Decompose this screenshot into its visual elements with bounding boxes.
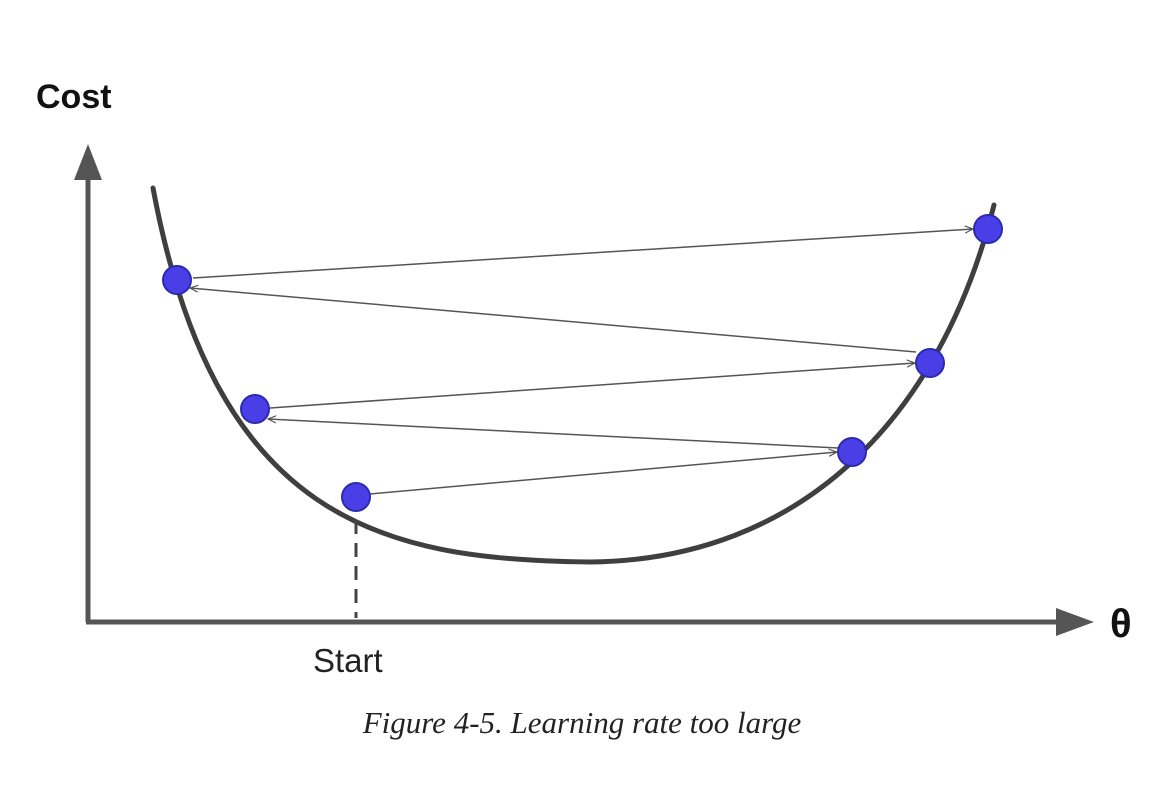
step-arrow-5 [192, 229, 973, 279]
y-axis-arrowhead [74, 144, 102, 180]
step-point-2 [240, 394, 270, 424]
step-arrow-4 [190, 288, 917, 353]
step-arrow-3 [269, 363, 915, 409]
cost-curve [150, 185, 997, 565]
step-point-1 [837, 437, 867, 467]
figure-caption: Figure 4-5. Learning rate too large [362, 705, 802, 740]
x-axis-label: θ [1110, 602, 1132, 646]
step-arrow-2 [268, 419, 839, 449]
step-point-3 [915, 348, 945, 378]
step-point-4 [162, 265, 192, 295]
step-arrow-1 [369, 452, 837, 495]
step-arrows [190, 229, 973, 495]
y-axis-label: Cost [36, 78, 112, 116]
step-point-5 [973, 214, 1003, 244]
step-point-start [341, 482, 371, 512]
step-points [162, 214, 1003, 512]
x-axis-arrowhead [1056, 608, 1094, 636]
start-label: Start [313, 642, 383, 679]
